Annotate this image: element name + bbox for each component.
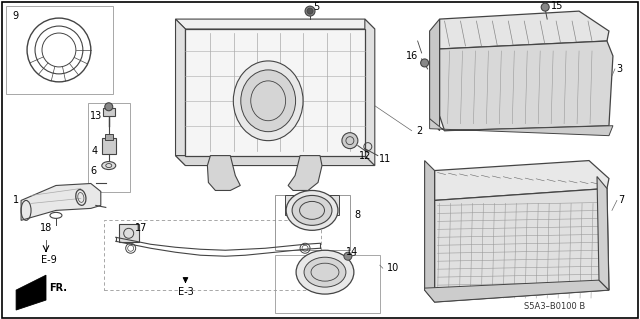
Text: 17: 17 bbox=[134, 223, 147, 233]
Circle shape bbox=[344, 252, 352, 260]
Bar bbox=[102, 138, 116, 153]
Ellipse shape bbox=[292, 196, 332, 225]
Text: 8: 8 bbox=[355, 210, 361, 220]
Ellipse shape bbox=[234, 61, 303, 141]
Polygon shape bbox=[435, 189, 609, 302]
Text: 1: 1 bbox=[13, 196, 19, 205]
Polygon shape bbox=[424, 280, 609, 302]
Text: FR.: FR. bbox=[49, 283, 67, 293]
Polygon shape bbox=[175, 19, 375, 29]
Bar bbox=[88, 103, 130, 192]
Text: 11: 11 bbox=[379, 153, 391, 164]
Text: 9: 9 bbox=[12, 11, 18, 21]
Text: 14: 14 bbox=[346, 247, 358, 257]
Polygon shape bbox=[175, 156, 375, 166]
Text: 5: 5 bbox=[313, 2, 319, 12]
Polygon shape bbox=[424, 160, 435, 302]
Text: 4: 4 bbox=[92, 145, 98, 156]
Text: 10: 10 bbox=[387, 263, 399, 273]
Text: E-3: E-3 bbox=[178, 287, 193, 297]
Polygon shape bbox=[429, 119, 613, 136]
Ellipse shape bbox=[286, 190, 338, 230]
Circle shape bbox=[307, 8, 313, 14]
Bar bbox=[103, 108, 115, 116]
Circle shape bbox=[105, 103, 113, 111]
Text: 15: 15 bbox=[551, 1, 563, 11]
Text: 12: 12 bbox=[358, 151, 371, 160]
Polygon shape bbox=[429, 19, 440, 131]
Text: 7: 7 bbox=[618, 196, 624, 205]
Polygon shape bbox=[288, 156, 322, 190]
Circle shape bbox=[305, 6, 315, 16]
Ellipse shape bbox=[304, 257, 346, 287]
Bar bbox=[275, 255, 380, 313]
Bar bbox=[285, 196, 339, 215]
Ellipse shape bbox=[296, 250, 354, 294]
Polygon shape bbox=[186, 29, 365, 156]
Polygon shape bbox=[597, 176, 609, 290]
Polygon shape bbox=[440, 41, 613, 131]
Polygon shape bbox=[435, 160, 609, 200]
Circle shape bbox=[541, 3, 549, 11]
Polygon shape bbox=[365, 19, 375, 166]
Polygon shape bbox=[175, 19, 186, 166]
Text: 13: 13 bbox=[90, 111, 102, 121]
Text: 6: 6 bbox=[91, 166, 97, 175]
Text: E-9: E-9 bbox=[41, 255, 57, 265]
Text: 16: 16 bbox=[406, 51, 418, 61]
Bar bbox=[275, 196, 350, 250]
Polygon shape bbox=[16, 275, 46, 310]
Polygon shape bbox=[207, 156, 240, 190]
Text: 18: 18 bbox=[40, 223, 52, 233]
Bar bbox=[119, 224, 139, 242]
Polygon shape bbox=[440, 11, 609, 49]
Bar bbox=[105, 134, 113, 140]
Ellipse shape bbox=[102, 161, 116, 169]
Bar bbox=[104, 220, 321, 290]
Text: S5A3–B0100 B: S5A3–B0100 B bbox=[524, 301, 585, 311]
Text: 3: 3 bbox=[616, 64, 622, 74]
Text: 2: 2 bbox=[417, 126, 423, 136]
Circle shape bbox=[342, 133, 358, 149]
Ellipse shape bbox=[241, 70, 296, 132]
Circle shape bbox=[420, 59, 429, 67]
Polygon shape bbox=[21, 183, 100, 220]
Bar bbox=[6, 6, 113, 94]
